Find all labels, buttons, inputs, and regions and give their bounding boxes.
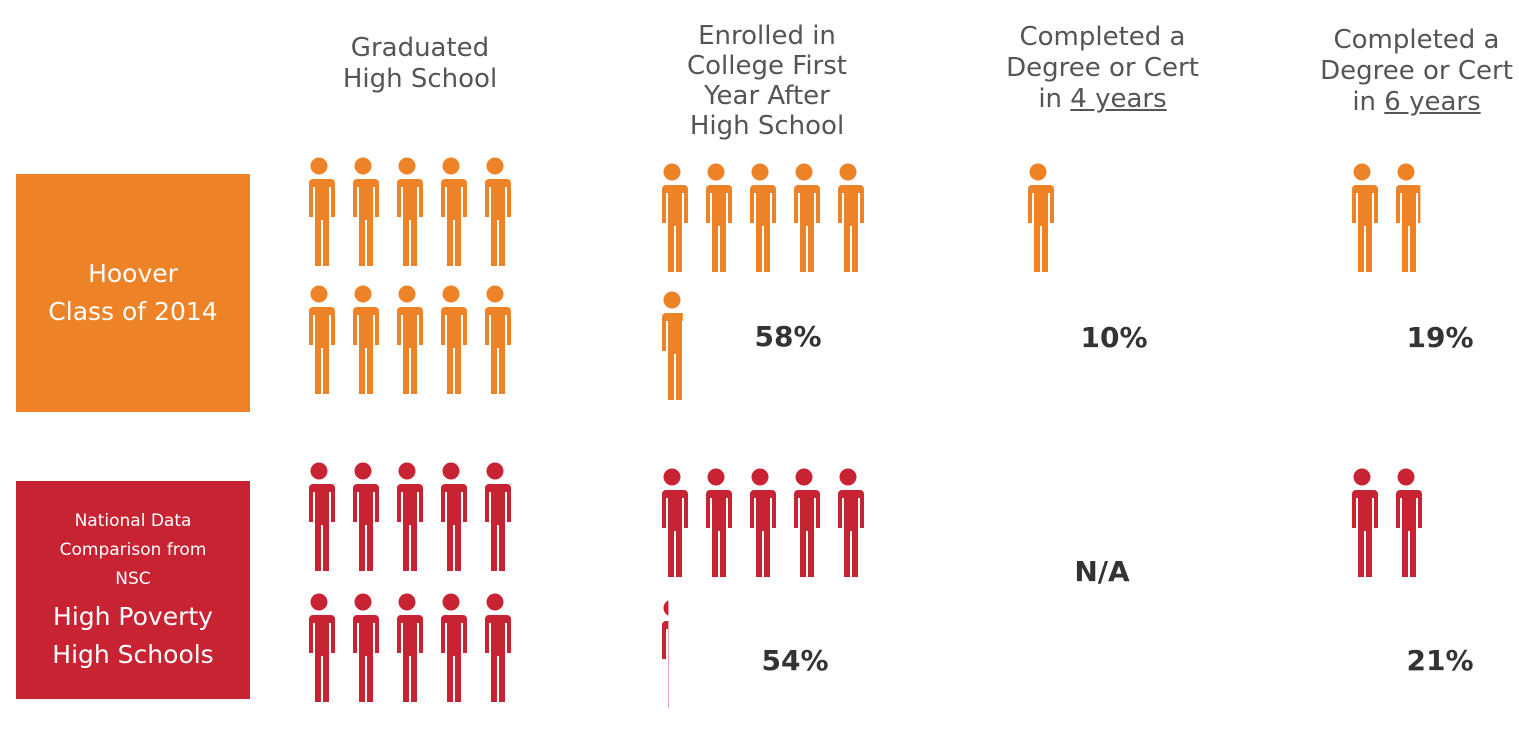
column-header-underlined: 6 years [1384, 87, 1481, 117]
person-icon [1394, 163, 1421, 272]
data-label: N/A [1074, 555, 1130, 588]
data-label: 54% [761, 644, 829, 677]
person-icon [439, 157, 467, 266]
column-header-line: Degree or Cert [1006, 53, 1199, 83]
person-icon [483, 285, 511, 394]
person-icon [395, 593, 423, 702]
column-header-four-year: Completed a Degree or Cert in 4 years [990, 22, 1215, 115]
person-icon [1394, 468, 1422, 577]
person-icon [351, 593, 379, 702]
row-label-small-line: Comparison from [59, 539, 207, 560]
row-label-line: High Schools [52, 639, 214, 669]
person-icon [395, 157, 423, 266]
person-icon [351, 462, 379, 571]
column-header-line: Graduated [350, 33, 490, 63]
person-icon [483, 157, 511, 266]
column-header-line: Completed a [1333, 25, 1500, 55]
column-header-line: College First [687, 51, 847, 81]
person-icon [1350, 468, 1378, 577]
person-icon [483, 593, 511, 702]
person-icon [395, 285, 423, 394]
column-header-six-year: Completed a Degree or Cert in 6 years [1304, 25, 1519, 118]
person-icon [483, 462, 511, 571]
person-icon [307, 285, 335, 394]
person-icon [660, 468, 688, 577]
row-label-hoover: Hoover Class of 2014 [16, 174, 250, 412]
column-header-graduated: Graduated High School [320, 33, 520, 95]
person-icon [395, 462, 423, 571]
person-icon [836, 468, 864, 577]
person-icon [792, 468, 820, 577]
person-icon [660, 600, 669, 708]
column-header-line: Degree or Cert [1320, 56, 1513, 86]
column-header-line: High School [689, 111, 845, 141]
row-label-line: Class of 2014 [48, 297, 218, 326]
column-header-underlined: 4 years [1070, 84, 1167, 114]
person-icon [351, 285, 379, 394]
person-icon [792, 163, 820, 272]
column-header-line: Completed a [1019, 22, 1186, 52]
column-header-line: Year After [704, 81, 830, 111]
data-label: 58% [754, 320, 822, 353]
person-icon [351, 157, 379, 266]
column-header-line: High School [342, 64, 498, 94]
person-icon [439, 285, 467, 394]
row-label-small-line: National Data [74, 510, 192, 531]
person-icon [704, 163, 732, 272]
person-icon [660, 163, 688, 272]
person-icon [748, 163, 776, 272]
data-label: 21% [1406, 644, 1474, 677]
column-header-line: Enrolled in [698, 21, 836, 51]
person-icon [660, 291, 683, 400]
column-header-line: in 4 years [990, 84, 1215, 115]
person-icon [836, 163, 864, 272]
person-icon [1026, 163, 1054, 272]
person-icon [748, 468, 776, 577]
person-icon [704, 468, 732, 577]
data-label: 10% [1080, 321, 1148, 354]
person-icon [307, 157, 335, 266]
person-icon [307, 462, 335, 571]
column-header-prefix: in [1038, 84, 1071, 114]
row-label-small-line: NSC [115, 568, 151, 589]
person-icon [1438, 469, 1466, 578]
row-label-national: National Data Comparison from NSC High P… [16, 481, 250, 699]
data-label: 19% [1406, 321, 1474, 354]
person-icon [439, 462, 467, 571]
column-header-prefix: in [1352, 87, 1385, 117]
column-header-enrolled: Enrolled in College First Year After Hig… [657, 21, 877, 141]
person-icon [439, 593, 467, 702]
person-icon [307, 593, 335, 702]
column-header-line: in 6 years [1304, 87, 1519, 118]
row-label-line: High Poverty [53, 601, 213, 631]
person-icon [1350, 163, 1378, 272]
row-label-line: Hoover [88, 259, 178, 288]
